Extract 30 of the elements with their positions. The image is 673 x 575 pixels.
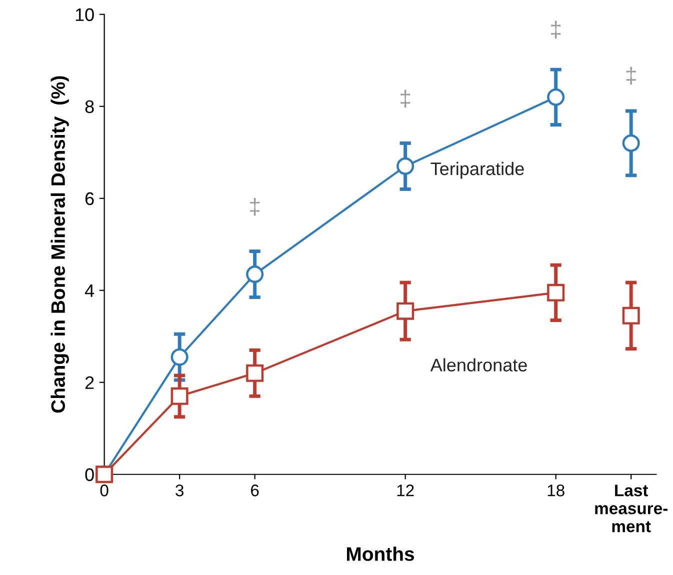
point — [547, 88, 565, 106]
point — [246, 364, 264, 382]
y-tick-label: 10 — [76, 8, 94, 22]
point — [246, 266, 264, 284]
annotation: ‡ — [551, 20, 561, 39]
annotation: ‡ — [400, 90, 410, 108]
text: Alendronate — [430, 358, 527, 372]
y-tick-label: 2 — [85, 376, 94, 389]
x-tick-label: 0 — [100, 484, 108, 496]
y-axis-title: Change in Bone Mineral Density (%) — [50, 76, 69, 413]
annotation: ‡ — [626, 66, 636, 85]
point — [396, 157, 414, 175]
series-label: Teriparatide — [430, 162, 524, 179]
y-tick-label: 6 — [85, 192, 94, 206]
x-axis-title: Months — [346, 546, 414, 561]
point — [622, 134, 640, 152]
point — [547, 284, 565, 302]
point — [170, 387, 188, 405]
x-tick-label: 6 — [251, 484, 259, 496]
y-tick-label: 8 — [85, 100, 94, 114]
x-tick-label: 18 — [548, 484, 564, 496]
point — [170, 348, 188, 366]
x-tick-label: 3 — [176, 484, 184, 496]
y-tick-label: 4 — [84, 284, 94, 297]
x-tick-label: Last measure- ment — [595, 484, 668, 532]
point — [396, 302, 414, 320]
annotation: ‡ — [250, 198, 260, 216]
point — [622, 306, 640, 324]
y-tick-label: 0 — [85, 468, 94, 482]
x-tick-label: 12 — [397, 484, 414, 496]
